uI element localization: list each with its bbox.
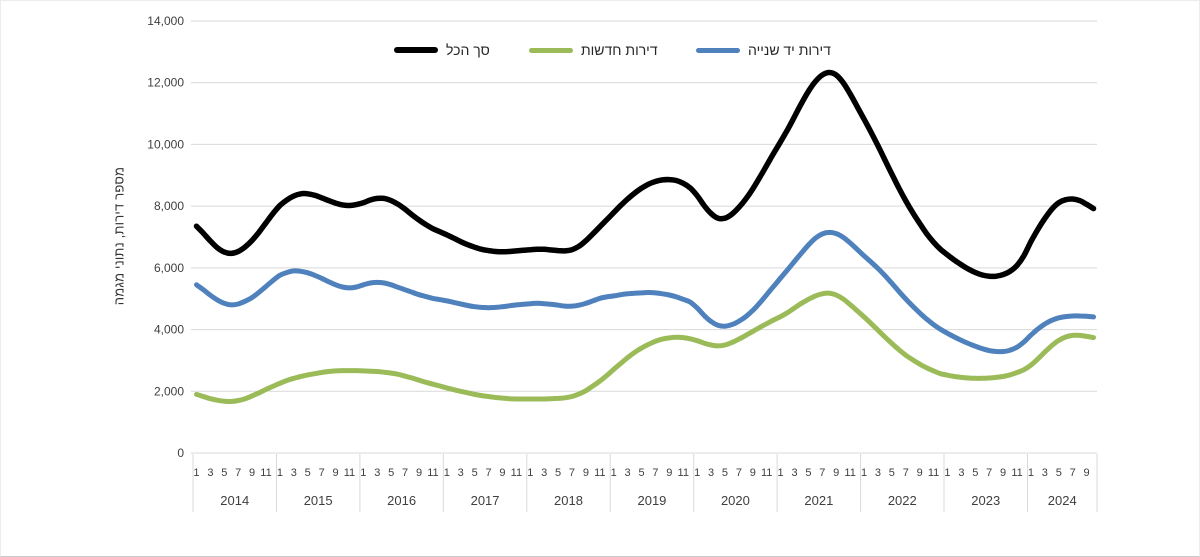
month-tick-label: 1 [694, 467, 700, 479]
month-tick-label: 7 [986, 467, 992, 479]
legend-swatch-new-dwellings [529, 47, 573, 53]
year-label: 2024 [1048, 493, 1077, 508]
legend-label-secondhand-dwellings: דירות יד שנייה [748, 42, 831, 58]
month-tick-label: 5 [722, 467, 728, 479]
legend-label-total: סך הכל [446, 42, 490, 58]
month-tick-label: 1 [944, 467, 950, 479]
month-tick-label: 7 [569, 467, 575, 479]
y-tick-label: 6,000 [154, 261, 184, 275]
month-tick-label: 9 [1000, 467, 1006, 479]
month-tick-label: 7 [485, 467, 491, 479]
year-label: 2016 [387, 493, 416, 508]
year-label: 2019 [637, 493, 666, 508]
month-tick-label: 3 [875, 467, 881, 479]
month-tick-label: 1 [861, 467, 867, 479]
month-tick-label: 7 [652, 467, 658, 479]
month-tick-label: 3 [708, 467, 714, 479]
month-tick-label: 3 [291, 467, 297, 479]
month-tick-label: 9 [917, 467, 923, 479]
month-tick-label: 1 [527, 467, 533, 479]
month-tick-label: 5 [388, 467, 394, 479]
month-tick-label: 9 [1084, 467, 1090, 479]
y-tick-label: 10,000 [147, 137, 184, 151]
series-line-secondhand-dwellings [194, 229, 1096, 355]
month-tick-label: 11 [928, 467, 939, 479]
month-tick-label: 11 [511, 467, 522, 479]
month-tick-label: 9 [499, 467, 505, 479]
y-axis-title: מספר דירות, נתוני מגמה [111, 166, 127, 306]
month-tick-label: 7 [319, 467, 325, 479]
month-tick-label: 5 [472, 467, 478, 479]
month-tick-label: 5 [305, 467, 311, 479]
year-label: 2014 [220, 493, 249, 508]
month-tick-label: 11 [594, 467, 605, 479]
month-tick-label: 7 [819, 467, 825, 479]
month-tick-label: 3 [958, 467, 964, 479]
month-tick-label: 11 [844, 467, 855, 479]
month-tick-label: 1 [778, 467, 784, 479]
y-tick-label: 4,000 [154, 323, 184, 337]
month-tick-label: 11 [260, 467, 271, 479]
month-tick-label: 3 [625, 467, 631, 479]
legend-swatch-total [394, 47, 438, 53]
month-tick-label: 1 [277, 467, 283, 479]
legend-item-total: סך הכל [394, 42, 490, 58]
month-tick-label: 11 [678, 467, 689, 479]
month-tick-label: 3 [791, 467, 797, 479]
month-tick-label: 1 [193, 467, 199, 479]
y-tick-label: 0 [177, 446, 184, 460]
y-tick-label: 8,000 [154, 199, 184, 213]
month-tick-label: 1 [611, 467, 617, 479]
y-tick-label: 12,000 [147, 76, 184, 90]
month-tick-label: 5 [1056, 467, 1062, 479]
year-label: 2021 [804, 493, 833, 508]
month-tick-label: 9 [833, 467, 839, 479]
y-tick-label: 2,000 [154, 384, 184, 398]
legend-item-secondhand-dwellings: דירות יד שנייה [696, 42, 831, 58]
month-tick-label: 9 [249, 467, 255, 479]
month-tick-label: 1 [444, 467, 450, 479]
year-label: 2022 [888, 493, 917, 508]
month-tick-label: 3 [1042, 467, 1048, 479]
month-tick-label: 5 [555, 467, 561, 479]
month-tick-label: 7 [402, 467, 408, 479]
month-tick-label: 9 [750, 467, 756, 479]
month-tick-label: 7 [736, 467, 742, 479]
month-tick-label: 5 [805, 467, 811, 479]
month-tick-label: 7 [235, 467, 241, 479]
month-tick-label: 3 [374, 467, 380, 479]
year-label: 2023 [971, 493, 1000, 508]
legend-label-new-dwellings: דירות חדשות [581, 42, 658, 58]
month-tick-label: 7 [903, 467, 909, 479]
month-tick-label: 7 [1070, 467, 1076, 479]
month-tick-label: 3 [207, 467, 213, 479]
legend-swatch-secondhand-dwellings [696, 47, 740, 53]
month-tick-label: 9 [332, 467, 338, 479]
month-tick-label: 9 [583, 467, 589, 479]
y-tick-label: 14,000 [147, 14, 184, 28]
month-tick-label: 9 [416, 467, 422, 479]
month-tick-label: 11 [761, 467, 772, 479]
month-tick-label: 3 [458, 467, 464, 479]
month-tick-label: 1 [1028, 467, 1034, 479]
month-tick-label: 3 [541, 467, 547, 479]
legend-item-new-dwellings: דירות חדשות [529, 42, 658, 58]
month-tick-label: 11 [427, 467, 438, 479]
year-label: 2020 [721, 493, 750, 508]
month-tick-label: 9 [666, 467, 672, 479]
month-tick-label: 5 [221, 467, 227, 479]
month-tick-label: 5 [889, 467, 895, 479]
year-label: 2015 [304, 493, 333, 508]
month-tick-label: 5 [638, 467, 644, 479]
series-line-new-dwellings [194, 290, 1096, 405]
month-tick-label: 11 [344, 467, 355, 479]
month-tick-label: 11 [1011, 467, 1022, 479]
month-tick-label: 1 [360, 467, 366, 479]
series-line-total [193, 69, 1097, 280]
month-tick-label: 5 [972, 467, 978, 479]
year-label: 2018 [554, 493, 583, 508]
year-label: 2017 [471, 493, 500, 508]
